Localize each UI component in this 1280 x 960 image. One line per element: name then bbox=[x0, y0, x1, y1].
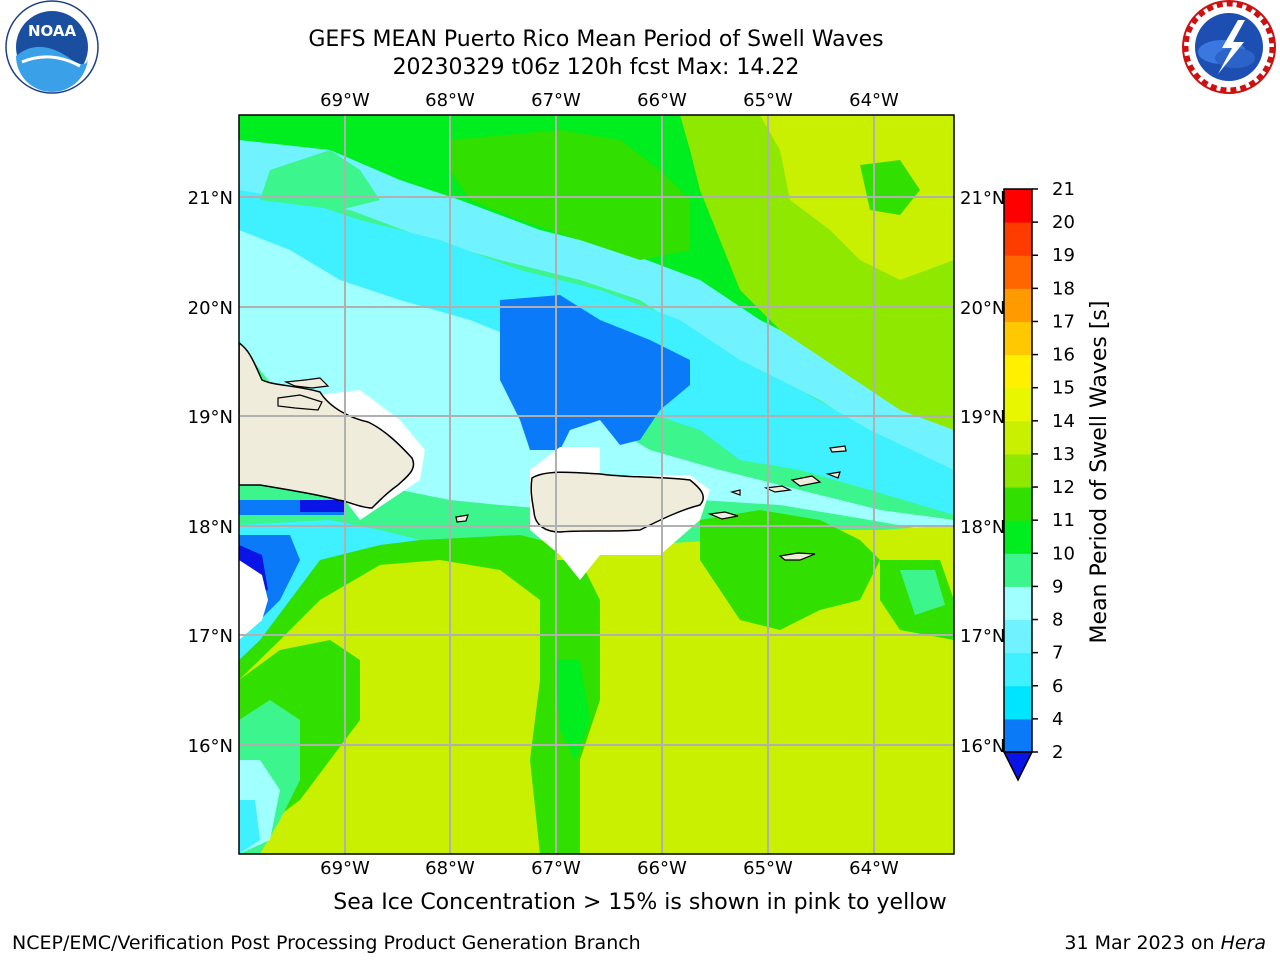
colorbar-tick-label: 14 bbox=[1052, 411, 1075, 432]
colorbar-tick-label: 7 bbox=[1052, 643, 1063, 664]
lat-tick-label: 19°N bbox=[960, 407, 1005, 428]
colorbar-tick-label: 21 bbox=[1052, 179, 1075, 200]
colorbar: 2 4 6 7 8 9 10 11 12 13 14 15 16 17 18 19 20 21 bbox=[1002, 179, 1075, 782]
map-subtitle: 20230329 t06z 120h fcst Max: 14.22 bbox=[392, 55, 800, 80]
lat-tick-label: 21°N bbox=[960, 188, 1005, 209]
colorbar-segment bbox=[1004, 189, 1032, 223]
colorbar-tick-label: 16 bbox=[1052, 345, 1075, 366]
date-value: 31 Mar 2023 on bbox=[1064, 932, 1221, 954]
graticule bbox=[239, 115, 954, 854]
lat-tick-label: 16°N bbox=[188, 736, 233, 757]
lat-tick-label: 16°N bbox=[960, 736, 1005, 757]
colorbar-tick-label: 17 bbox=[1052, 311, 1075, 332]
colorbar-tick-label: 12 bbox=[1052, 477, 1075, 498]
colorbar-segment bbox=[1004, 652, 1032, 687]
colorbar-tick-label: 8 bbox=[1052, 610, 1063, 631]
lon-tick-label: 65°W bbox=[743, 858, 793, 879]
colorbar-segment bbox=[1004, 685, 1032, 720]
colorbar-segment bbox=[1004, 288, 1032, 322]
noaa-logo: NOAA bbox=[5, 0, 99, 94]
lon-tick-label: 68°W bbox=[425, 858, 475, 879]
colorbar-segment bbox=[1004, 619, 1032, 654]
colorbar-segment bbox=[1004, 255, 1032, 289]
lat-tick-label: 17°N bbox=[960, 626, 1005, 647]
colorbar-tick-label: 19 bbox=[1052, 245, 1075, 266]
machine-name: Hera bbox=[1220, 932, 1266, 954]
lat-tick-label: 18°N bbox=[188, 517, 233, 538]
colorbar-tick-label: 2 bbox=[1052, 742, 1063, 763]
lat-tick-label: 20°N bbox=[188, 298, 233, 319]
colorbar-tick-label: 18 bbox=[1052, 278, 1075, 299]
lon-tick-label: 69°W bbox=[320, 90, 370, 111]
colorbar-segment bbox=[1004, 387, 1032, 422]
colorbar-segment bbox=[1004, 321, 1032, 356]
colorbar-segment bbox=[1004, 420, 1032, 455]
colorbar-segment bbox=[1004, 520, 1032, 554]
lon-tick-label: 67°W bbox=[531, 90, 581, 111]
colorbar-tick-label: 6 bbox=[1052, 676, 1063, 697]
colorbar-tick-label: 15 bbox=[1052, 378, 1075, 399]
axis-tick-labels: 69°W 69°W 68°W 68°W 67°W 67°W 66°W 66°W 65°W 65°W… bbox=[188, 90, 1006, 879]
colorbar-segment bbox=[1004, 586, 1032, 621]
colorbar-tick-label: 10 bbox=[1052, 543, 1075, 564]
lon-tick-label: 67°W bbox=[531, 858, 581, 879]
date-text: 31 Mar 2023 on Hera bbox=[1064, 932, 1266, 954]
swell-period-field bbox=[239, 115, 954, 854]
colorbar-tick-label: 20 bbox=[1052, 212, 1075, 233]
colorbar-underflow-triangle bbox=[1002, 751, 1034, 782]
lon-tick-label: 64°W bbox=[849, 90, 899, 111]
lon-tick-label: 66°W bbox=[637, 90, 687, 111]
lat-tick-label: 17°N bbox=[188, 626, 233, 647]
colorbar-segment bbox=[1004, 487, 1032, 521]
lon-tick-label: 66°W bbox=[637, 858, 687, 879]
lon-tick-label: 69°W bbox=[320, 858, 370, 879]
lat-tick-label: 19°N bbox=[188, 407, 233, 428]
colorbar-tick-label: 11 bbox=[1052, 510, 1075, 531]
credit-text: NCEP/EMC/Verification Post Processing Pr… bbox=[12, 932, 641, 954]
lon-tick-label: 68°W bbox=[425, 90, 475, 111]
sea-ice-note: Sea Ice Concentration > 15% is shown in … bbox=[333, 890, 947, 915]
noaa-logo-text: NOAA bbox=[28, 22, 77, 40]
colorbar-frame bbox=[1003, 188, 1033, 753]
lat-tick-label: 18°N bbox=[960, 517, 1005, 538]
lat-tick-label: 21°N bbox=[188, 188, 233, 209]
map-title: GEFS MEAN Puerto Rico Mean Period of Swe… bbox=[308, 27, 884, 52]
nws-logo bbox=[1182, 0, 1276, 94]
colorbar-segment bbox=[1004, 718, 1032, 753]
colorbar-tick-label: 9 bbox=[1052, 576, 1063, 597]
lat-tick-label: 20°N bbox=[960, 298, 1005, 319]
lon-tick-label: 64°W bbox=[849, 858, 899, 879]
lon-tick-label: 65°W bbox=[743, 90, 793, 111]
colorbar-tick-label: 13 bbox=[1052, 444, 1075, 465]
colorbar-segment bbox=[1004, 553, 1032, 587]
map-frame bbox=[238, 114, 955, 855]
colorbar-segment bbox=[1004, 453, 1032, 488]
colorbar-segment bbox=[1004, 222, 1032, 256]
colorbar-segment bbox=[1004, 354, 1032, 389]
colorbar-label: Mean Period of Swell Waves [s] bbox=[1087, 301, 1112, 644]
colorbar-tick-label: 4 bbox=[1052, 709, 1063, 730]
